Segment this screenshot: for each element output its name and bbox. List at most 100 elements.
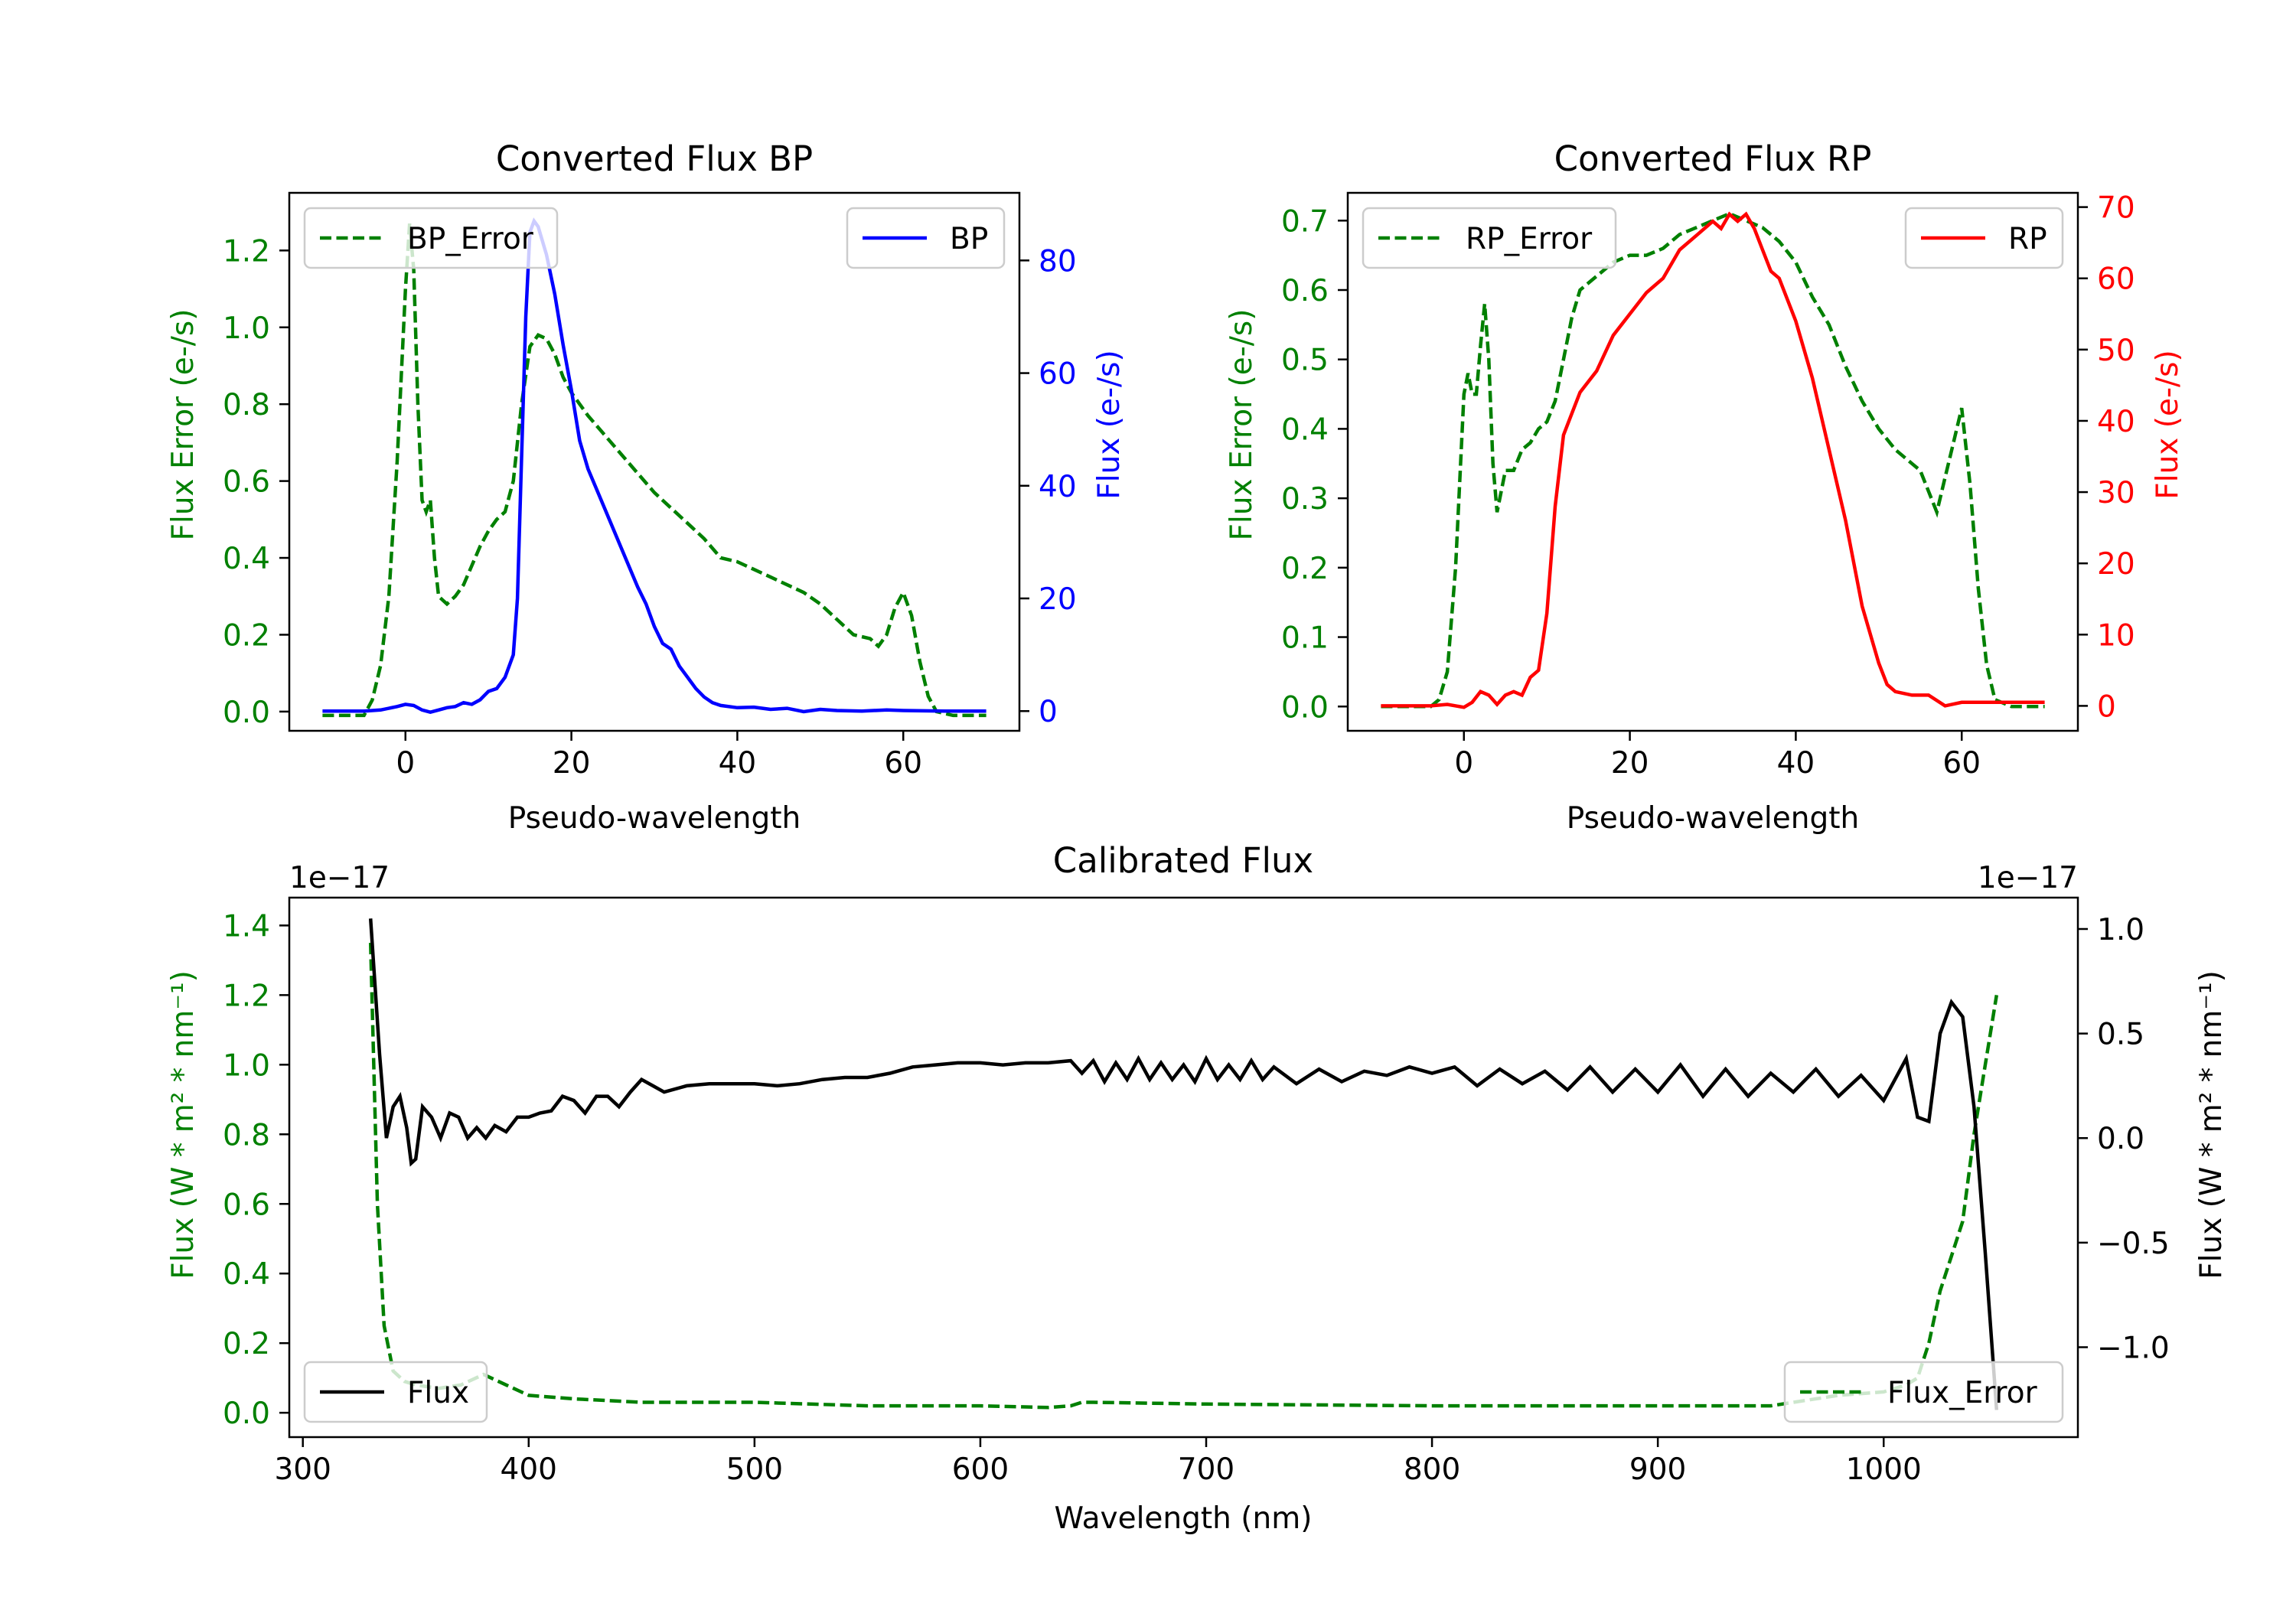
y-tick-label-left: 0.2 bbox=[223, 618, 270, 653]
bp-xticks: 0 20 40 60 bbox=[396, 731, 922, 781]
calibrated-flux-line bbox=[368, 918, 1999, 1410]
y-tick-label-right: 60 bbox=[1039, 357, 1077, 392]
y-tick-label-right: 30 bbox=[2097, 476, 2135, 510]
y-tick-label-left: 0.1 bbox=[1281, 621, 1329, 656]
y-tick-label-right: 0.0 bbox=[2097, 1122, 2144, 1156]
x-tick-label: 40 bbox=[1777, 746, 1815, 781]
x-tick-label: 800 bbox=[1404, 1452, 1460, 1487]
bp-error-line bbox=[322, 223, 987, 718]
calibrated-legend-right-box bbox=[1783, 1361, 2064, 1423]
rp-legend-left-label: RP_Error bbox=[1466, 222, 1593, 256]
rp-ylabel-right: Flux (e-/s) bbox=[2151, 350, 2185, 499]
bp-series-layer bbox=[322, 217, 987, 718]
bp-xlabel: Pseudo-wavelength bbox=[508, 801, 801, 836]
rp-ylabel-left: Flux Error (e-/s) bbox=[1225, 309, 1259, 541]
calibrated-yticks-right: −1.0 −0.5 0.0 0.5 1.0 bbox=[2078, 913, 2170, 1366]
y-tick-label-right: 0.5 bbox=[2097, 1018, 2144, 1052]
rp-panel: Converted Flux RP Pseudo-wavelength Flux… bbox=[1225, 139, 2185, 836]
x-tick-label: 400 bbox=[501, 1452, 557, 1487]
y-tick-label-left: 1.2 bbox=[223, 979, 270, 1013]
y-tick-label-left: 0.2 bbox=[1281, 552, 1329, 586]
x-tick-label: 60 bbox=[884, 746, 922, 781]
bp-panel: Converted Flux BP Pseudo-wavelength Flux… bbox=[166, 139, 1127, 836]
y-tick-label-left: 0.6 bbox=[1281, 274, 1329, 308]
bp-legend-left-label: BP_Error bbox=[407, 222, 534, 256]
calibrated-yticks-left: 0.0 0.2 0.4 0.6 0.8 1.0 1.2 1.4 bbox=[223, 909, 289, 1431]
y-tick-label-right: 80 bbox=[1039, 244, 1077, 279]
x-tick-label: 700 bbox=[1178, 1452, 1234, 1487]
y-tick-label-right: 0 bbox=[1039, 695, 1058, 729]
calibrated-legend-left-label: Flux bbox=[407, 1376, 469, 1410]
rp-axes-frame bbox=[1346, 191, 2079, 732]
bp-flux-line bbox=[322, 217, 987, 715]
y-tick-label-right: 20 bbox=[1039, 582, 1077, 617]
y-tick-label-left: 0.0 bbox=[223, 1397, 270, 1431]
y-tick-label-left: 0.6 bbox=[223, 465, 270, 500]
y-tick-label-left: 1.0 bbox=[223, 311, 270, 346]
calibrated-offset-left: 1e−17 bbox=[289, 861, 390, 895]
y-tick-label-right: 60 bbox=[2097, 262, 2135, 297]
calibrated-panel: Calibrated Flux Wavelength (nm) 1e−17 1e… bbox=[166, 840, 2229, 1536]
calibrated-ylabel-right: Flux (W * m² * nm⁻¹) bbox=[2194, 970, 2229, 1279]
y-tick-label-left: 0.3 bbox=[1281, 482, 1329, 517]
rp-xlabel: Pseudo-wavelength bbox=[1567, 801, 1859, 836]
rp-legend-right-label: RP bbox=[2008, 222, 2047, 256]
x-tick-label: 500 bbox=[726, 1452, 783, 1487]
bp-yticks-left: 0.0 0.2 0.4 0.6 0.8 1.0 1.2 bbox=[223, 234, 289, 730]
y-tick-label-right: −1.0 bbox=[2097, 1332, 2170, 1366]
x-tick-label: 0 bbox=[1454, 746, 1473, 781]
y-tick-label-right: −0.5 bbox=[2097, 1227, 2170, 1261]
x-tick-label: 20 bbox=[1611, 746, 1649, 781]
y-tick-label-left: 0.5 bbox=[1281, 344, 1329, 378]
rp-error-line bbox=[1381, 211, 2045, 709]
calibrated-legend-right[interactable]: Flux_Error bbox=[1783, 1361, 2064, 1423]
x-tick-label: 20 bbox=[553, 746, 591, 781]
y-tick-label-left: 0.8 bbox=[223, 1118, 270, 1152]
rp-yticks-left: 0.0 0.1 0.2 0.3 0.4 0.5 0.6 0.7 bbox=[1281, 204, 1348, 725]
x-tick-label: 40 bbox=[719, 746, 757, 781]
rp-legend-left-box bbox=[1362, 207, 1617, 269]
x-tick-label: 60 bbox=[1942, 746, 1981, 781]
bp-legend-right-label: BP bbox=[950, 222, 988, 256]
y-tick-label-left: 1.0 bbox=[223, 1048, 270, 1083]
bp-legend-left-box bbox=[303, 207, 559, 269]
calibrated-ylabel-left: Flux (W * m² * nm⁻¹) bbox=[166, 970, 201, 1279]
bp-legend-right[interactable]: BP bbox=[846, 207, 1006, 269]
y-tick-label-left: 0.4 bbox=[223, 1257, 270, 1292]
rp-series-layer bbox=[1381, 211, 2045, 709]
rp-legend-left[interactable]: RP_Error bbox=[1362, 207, 1617, 269]
y-tick-label-left: 0.7 bbox=[1281, 204, 1329, 239]
rp-title: Converted Flux RP bbox=[1554, 139, 1872, 179]
calibrated-axes-frame bbox=[288, 896, 2079, 1439]
calibrated-offset-right: 1e−17 bbox=[1978, 861, 2078, 895]
y-tick-label-left: 1.4 bbox=[223, 909, 270, 944]
bp-yticks-right: 0 20 40 60 80 bbox=[1019, 244, 1077, 729]
rp-xticks: 0 20 40 60 bbox=[1454, 731, 1981, 781]
rp-legend-right[interactable]: RP bbox=[1904, 207, 2064, 269]
calibrated-legend-right-label: Flux_Error bbox=[1887, 1376, 2038, 1410]
calibrated-title: Calibrated Flux bbox=[1053, 840, 1313, 881]
x-tick-label: 900 bbox=[1629, 1452, 1686, 1487]
bp-legend-left[interactable]: BP_Error bbox=[303, 207, 559, 269]
y-tick-label-left: 0.4 bbox=[223, 542, 270, 576]
x-tick-label: 0 bbox=[396, 746, 415, 781]
y-tick-label-left: 0.8 bbox=[223, 388, 270, 422]
y-tick-label-right: 40 bbox=[2097, 405, 2135, 439]
y-tick-label-left: 0.0 bbox=[1281, 690, 1329, 725]
y-tick-label-left: 1.2 bbox=[223, 234, 270, 269]
y-tick-label-left: 0.2 bbox=[223, 1327, 270, 1361]
y-tick-label-right: 20 bbox=[2097, 547, 2135, 582]
y-tick-label-left: 0.6 bbox=[223, 1188, 270, 1222]
y-tick-label-right: 0 bbox=[2097, 689, 2116, 724]
calibrated-xlabel: Wavelength (nm) bbox=[1055, 1501, 1313, 1536]
bp-ylabel-left: Flux Error (e-/s) bbox=[166, 309, 201, 541]
x-tick-label: 600 bbox=[952, 1452, 1009, 1487]
bp-axes-frame bbox=[288, 191, 1021, 732]
calibrated-xticks: 300 400 500 600 700 800 900 1000 bbox=[274, 1437, 1922, 1487]
y-tick-label-left: 0.4 bbox=[1281, 412, 1329, 447]
y-tick-label-right: 70 bbox=[2097, 191, 2135, 226]
calibrated-legend-left-box bbox=[303, 1361, 488, 1423]
calibrated-legend-left[interactable]: Flux bbox=[303, 1361, 488, 1423]
y-tick-label-left: 0.0 bbox=[223, 696, 270, 730]
